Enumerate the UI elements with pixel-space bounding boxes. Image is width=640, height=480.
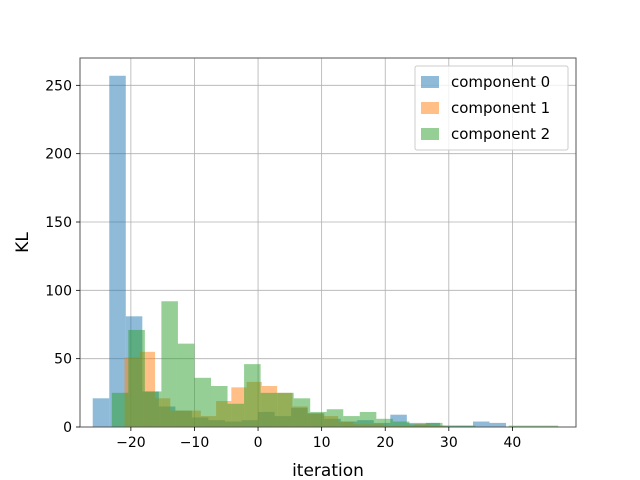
histogram-bar [508, 425, 526, 427]
legend-label: component 0 [451, 73, 550, 91]
bars [92, 75, 559, 428]
histogram-bar [161, 301, 178, 427]
x-tick-label: 20 [376, 435, 394, 451]
y-tick-label: 0 [63, 420, 72, 436]
histogram-bar [277, 392, 294, 427]
x-tick-label: −10 [180, 435, 210, 451]
histogram-bar [111, 392, 129, 427]
y-axis-ticks: 0 50 100 150 200 250 [45, 78, 80, 436]
histogram-bar [541, 425, 559, 427]
histogram-bar [92, 398, 110, 427]
histogram-bar [458, 425, 476, 427]
x-axis-ticks: −20 −10 0 10 20 30 40 [116, 427, 521, 451]
histogram-bar [144, 391, 162, 427]
histogram-bar [359, 411, 377, 427]
legend: component 0 component 1 component 2 [414, 65, 569, 151]
histogram-bar [425, 422, 443, 427]
histogram-bar [128, 329, 145, 427]
series-2-bars [111, 301, 559, 427]
histogram-bar [343, 416, 360, 427]
histogram-bar [472, 421, 490, 427]
histogram-bar [227, 403, 245, 427]
y-tick-label: 200 [45, 147, 72, 163]
histogram-bar [326, 409, 344, 427]
y-tick-label: 250 [45, 78, 72, 94]
legend-box [414, 65, 569, 151]
x-axis-label: iteration [292, 461, 364, 480]
legend-label: component 1 [451, 99, 550, 117]
y-tick-label: 100 [45, 283, 72, 299]
histogram-bar [194, 377, 211, 427]
histogram-bar [376, 418, 393, 427]
histogram-bar [525, 425, 542, 427]
histogram-bar [293, 398, 311, 427]
histogram-bar [392, 421, 410, 427]
legend-swatch [421, 102, 439, 114]
x-tick-label: −20 [116, 435, 146, 451]
histogram-bar [244, 364, 261, 427]
histogram-bar [210, 386, 228, 427]
legend-label: component 2 [451, 125, 550, 143]
x-tick-label: 10 [313, 435, 331, 451]
histogram-bar [489, 422, 507, 427]
histogram-bar [260, 392, 278, 427]
histogram-bar [442, 425, 459, 427]
y-axis-label: KL [13, 232, 33, 253]
legend-swatch [421, 128, 439, 140]
x-tick-label: 30 [440, 435, 458, 451]
x-tick-label: 40 [503, 435, 521, 451]
y-tick-label: 50 [54, 352, 72, 368]
histogram-bar [109, 75, 126, 428]
histogram-bar [177, 343, 195, 427]
y-tick-label: 150 [45, 215, 72, 231]
histogram-bar [310, 411, 327, 427]
legend-swatch [421, 76, 439, 88]
plot-frame [79, 57, 577, 428]
x-tick-label: 0 [254, 435, 263, 451]
histogram-bar [409, 424, 426, 427]
